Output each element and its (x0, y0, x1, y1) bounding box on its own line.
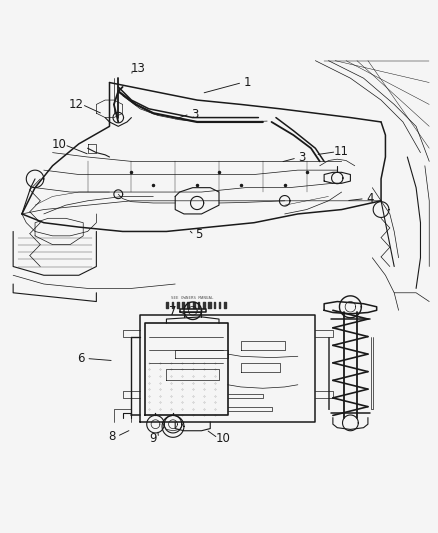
Text: 10: 10 (52, 138, 67, 151)
Text: 9: 9 (149, 432, 157, 445)
Text: 11: 11 (334, 146, 349, 158)
Text: 3: 3 (299, 151, 306, 164)
Text: 6: 6 (77, 352, 85, 365)
Text: 3: 3 (191, 108, 198, 120)
Text: 4: 4 (366, 192, 374, 205)
Text: 7: 7 (169, 305, 177, 318)
Text: 8: 8 (108, 430, 115, 443)
Text: 1: 1 (244, 76, 251, 89)
Text: SEE OWNERS MANUAL: SEE OWNERS MANUAL (171, 296, 214, 300)
Text: 12: 12 (69, 98, 84, 111)
Text: 13: 13 (131, 62, 145, 75)
Text: 10: 10 (216, 432, 231, 445)
Text: 5: 5 (196, 229, 203, 241)
